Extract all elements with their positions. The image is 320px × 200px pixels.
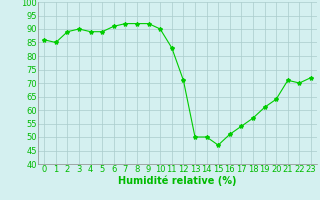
X-axis label: Humidité relative (%): Humidité relative (%) (118, 176, 237, 186)
